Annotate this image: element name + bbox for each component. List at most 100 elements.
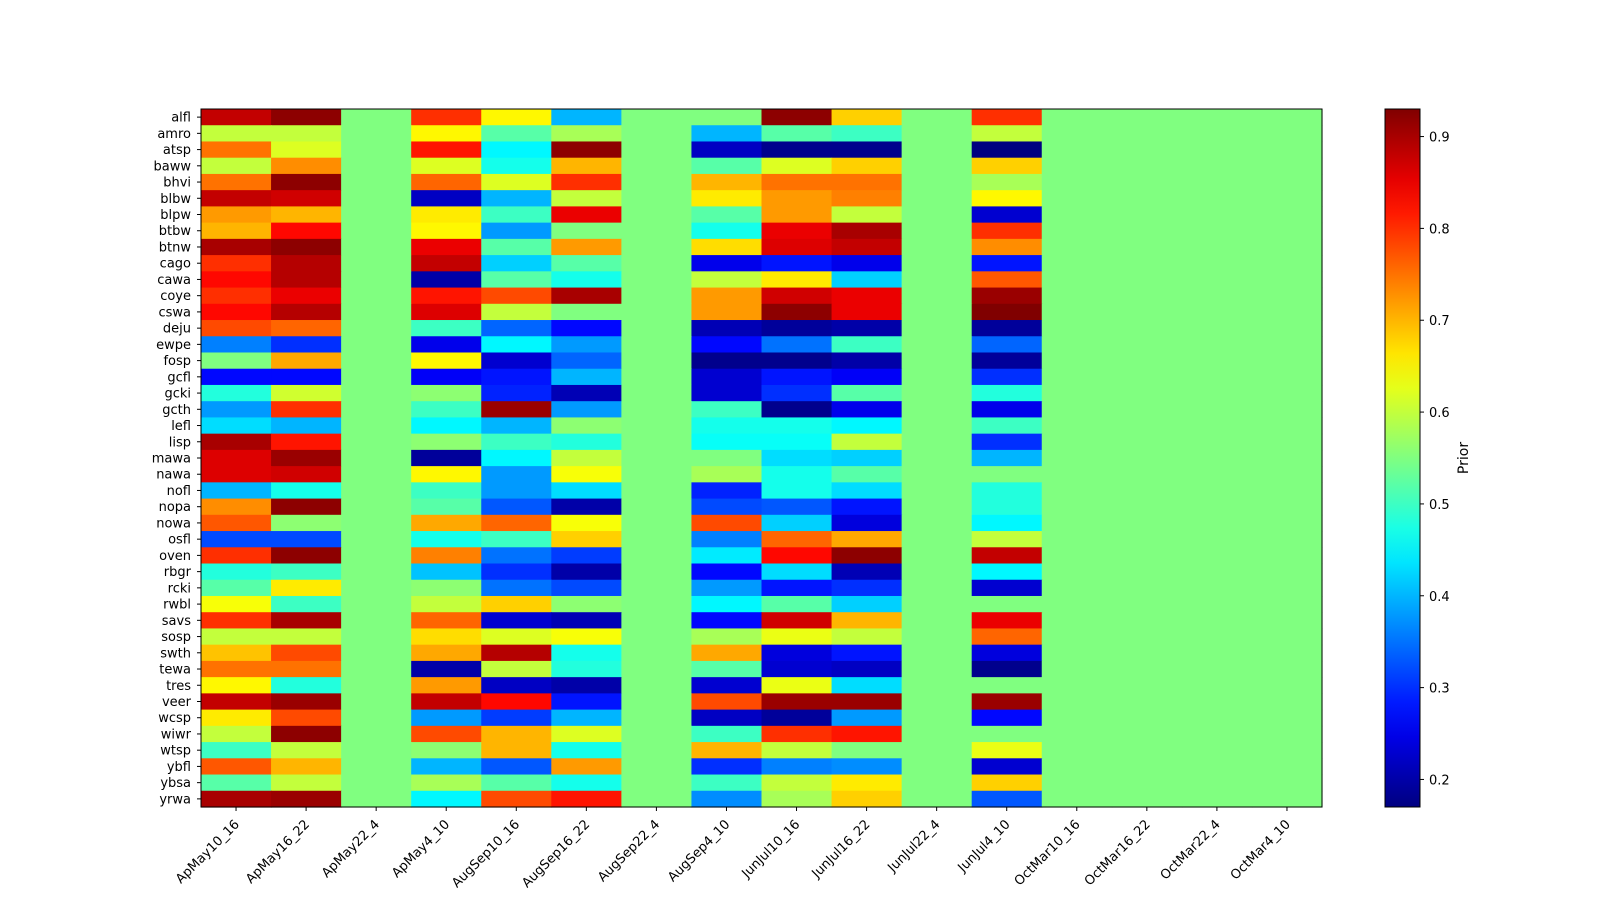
heatmap-cell [971,790,1043,808]
heatmap-cell [1181,660,1253,678]
heatmap-cell [691,677,763,694]
heatmap-cell [761,384,833,402]
heatmap-cell [901,693,973,711]
heatmap-cell [1111,742,1183,759]
heatmap-cell [201,222,272,240]
heatmap-cell [1111,255,1183,272]
heatmap-cell [691,141,763,159]
heatmap-cell [971,238,1043,256]
heatmap-cell [761,677,833,694]
heatmap-cell [1251,401,1323,419]
heatmap-cell [1111,449,1183,467]
heatmap-cell [271,384,342,402]
heatmap-cell [411,595,482,613]
heatmap-cell [271,303,342,321]
heatmap-cell [1041,368,1113,386]
heatmap-cell [271,190,342,207]
heatmap-cell [201,320,272,337]
heatmap-cell [1041,271,1113,289]
heatmap-cell [551,157,622,175]
heatmap-cell [691,190,763,207]
heatmap-cell [341,563,412,581]
heatmap-cell [761,109,833,126]
heatmap-cell [481,531,552,548]
heatmap-cell [621,677,693,694]
heatmap-cell [481,287,552,305]
heatmap-cell [901,677,973,694]
heatmap-cell [1111,417,1183,435]
heatmap-cell [481,449,552,467]
x-tick-label: OctMar4_10 [1228,817,1294,883]
heatmap-cell [1181,157,1253,175]
heatmap-cell [621,352,693,370]
heatmap-cell [1251,336,1323,354]
heatmap-cell [551,628,622,646]
heatmap-cell [1251,271,1323,289]
heatmap-cells [201,109,1323,808]
heatmap-cell [341,498,412,516]
y-tick-label: alfl [171,111,191,126]
heatmap-cell [971,384,1043,402]
heatmap-cell [691,384,763,402]
x-tick-label: JunJul4_10 [955,817,1014,876]
heatmap-cell [1181,336,1253,354]
heatmap-cell [831,547,903,565]
heatmap-cell [1111,482,1183,500]
heatmap-cell [271,336,342,354]
heatmap-cell [1041,141,1113,159]
colorbar-label: Prior [1456,442,1472,474]
heatmap-cell [1041,612,1113,630]
heatmap-cell [1041,563,1113,581]
heatmap-cell [201,433,272,451]
heatmap-cell [621,109,693,126]
y-tick-label: wiwr [161,727,192,742]
y-tick-label: lisp [169,435,191,450]
heatmap-cell [971,677,1043,694]
heatmap-cell [271,320,342,337]
heatmap-cell [621,612,693,630]
heatmap-cell [621,709,693,727]
heatmap-cell [971,579,1043,597]
heatmap-cell [901,384,973,402]
heatmap-cell [271,547,342,565]
heatmap-cell [1181,693,1253,711]
heatmap-cell [1181,514,1253,532]
heatmap-cell [1041,579,1113,597]
heatmap-cell [341,352,412,370]
heatmap-cell [1041,222,1113,240]
heatmap-cell [201,774,272,792]
heatmap-cell [761,320,833,337]
heatmap-cell [971,125,1043,143]
heatmap-cell [481,498,552,516]
heatmap-cell [1041,255,1113,272]
heatmap-cell [411,157,482,175]
colorbar-gradient [1384,108,1421,808]
y-tick-label: cswa [158,305,191,320]
heatmap-cell [761,190,833,207]
y-tick-label: nofl [167,484,191,499]
heatmap-cell [481,709,552,727]
heatmap-cell [481,433,552,451]
heatmap-cell [901,417,973,435]
heatmap-cell [831,352,903,370]
heatmap-cell [691,758,763,776]
heatmap-cell [411,514,482,532]
y-tick-label: nowa [156,516,191,531]
heatmap-cell [271,579,342,597]
heatmap-cell [341,482,412,500]
heatmap-cell [1111,660,1183,678]
x-tick-label: ApMay4_10 [389,817,453,881]
heatmap-cell [1181,774,1253,792]
heatmap-cell [201,303,272,321]
heatmap-cell [621,255,693,272]
heatmap-cell [621,482,693,500]
heatmap-cell [761,790,833,808]
heatmap-cell [1181,595,1253,613]
heatmap-cell [831,190,903,207]
heatmap-cell [831,173,903,191]
heatmap-cell [971,271,1043,289]
heatmap-cell [1181,173,1253,191]
heatmap-cell [201,709,272,727]
heatmap-cell [1041,482,1113,500]
y-tick-label: nawa [156,468,191,483]
